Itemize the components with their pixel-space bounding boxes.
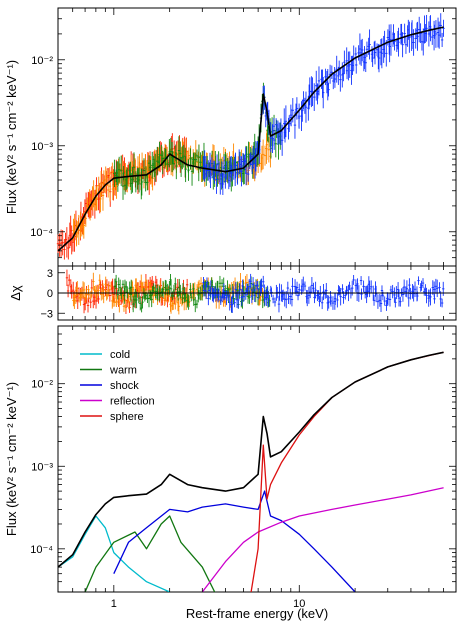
component-line-warm: [84, 515, 216, 592]
top-model-line: [57, 26, 444, 252]
bottom-panel-ylabel: Flux (keV² s⁻¹ cm⁻² keV⁻¹): [4, 382, 19, 536]
middle-panel: Δχ −3 0 3: [8, 265, 457, 321]
x-tick-label: 10: [293, 598, 305, 610]
bottom-panel-frame: [57, 325, 457, 593]
top-panel-marks: 10⁻⁴ 10⁻³ 10⁻²: [30, 7, 457, 267]
y-tick-label: 3: [47, 268, 53, 280]
y-tick-label: 0: [47, 288, 53, 300]
top-panel-frame: [57, 7, 457, 267]
legend-label: warm: [109, 365, 137, 377]
legend-label: cold: [110, 349, 130, 361]
legend-label: reflection: [110, 396, 155, 408]
legend-label: sphere: [110, 411, 144, 423]
y-tick-label: 10⁻⁴: [30, 227, 53, 239]
y-tick-label: 10⁻³: [31, 461, 53, 473]
total-model-line: [58, 351, 444, 568]
bottom-axes: 1 10 10⁻⁴ 10⁻³ 10⁻²: [30, 325, 457, 610]
legend-label: shock: [110, 380, 139, 392]
legend: cold warm shock reflection sphere: [80, 349, 155, 423]
middle-panel-marks: −3 0 3: [40, 266, 457, 320]
bottom-panel-marks: [58, 351, 444, 592]
y-tick-label: 10⁻³: [31, 141, 53, 153]
y-tick-label: 10⁻²: [31, 55, 53, 67]
middle-panel-ylabel: Δχ: [8, 285, 23, 301]
top-panel: Flux (keV² s⁻¹ cm⁻² keV⁻¹) 10⁻⁴ 10⁻³ 10⁻²: [4, 7, 457, 267]
x-tick-label: 1: [111, 598, 117, 610]
component-line-sphere: [250, 351, 444, 592]
component-line-cold: [58, 515, 170, 592]
x-axis-label: Rest-frame energy (keV): [186, 606, 328, 621]
component-line-shock: [113, 490, 356, 592]
top-panel-ylabel: Flux (keV² s⁻¹ cm⁻² keV⁻¹): [4, 60, 19, 214]
y-tick-label: 10⁻²: [31, 379, 53, 391]
component-line-reflection: [201, 487, 444, 592]
bottom-panel: Flux (keV² s⁻¹ cm⁻² keV⁻¹) Rest-frame en…: [4, 325, 457, 621]
y-tick-label: 10⁻⁴: [30, 544, 53, 556]
y-tick-label: −3: [40, 308, 53, 320]
